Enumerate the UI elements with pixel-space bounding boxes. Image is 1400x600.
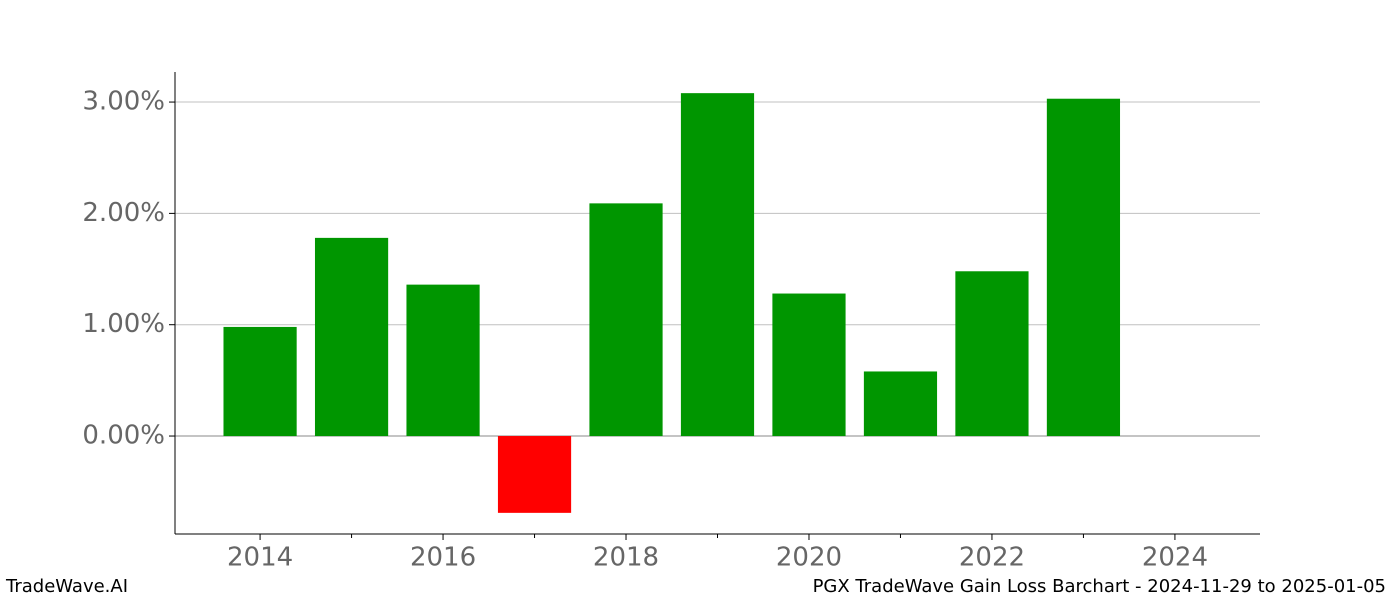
y-tick-label: 1.00% (82, 309, 165, 339)
x-tick-label: 2022 (959, 543, 1025, 573)
x-tick-label: 2018 (593, 543, 659, 573)
footer-left: TradeWave.AI (5, 576, 128, 597)
x-tick-label: 2016 (410, 543, 476, 573)
y-tick-label: 3.00% (82, 87, 165, 117)
bar (772, 293, 846, 437)
bar (955, 271, 1029, 437)
y-tick-label: 0.00% (82, 421, 165, 451)
bar (680, 93, 755, 437)
x-tick-label: 2014 (227, 543, 293, 573)
bar (223, 326, 297, 437)
bar (497, 436, 572, 513)
y-tick-label: 2.00% (82, 198, 165, 228)
x-tick-label: 2024 (1142, 543, 1208, 573)
bar (1046, 98, 1121, 437)
x-tick-label: 2020 (776, 543, 842, 573)
footer-right: PGX TradeWave Gain Loss Barchart - 2024-… (813, 576, 1386, 597)
bar (314, 237, 389, 437)
bar (863, 371, 938, 437)
bar (406, 284, 480, 437)
bar (589, 203, 663, 437)
